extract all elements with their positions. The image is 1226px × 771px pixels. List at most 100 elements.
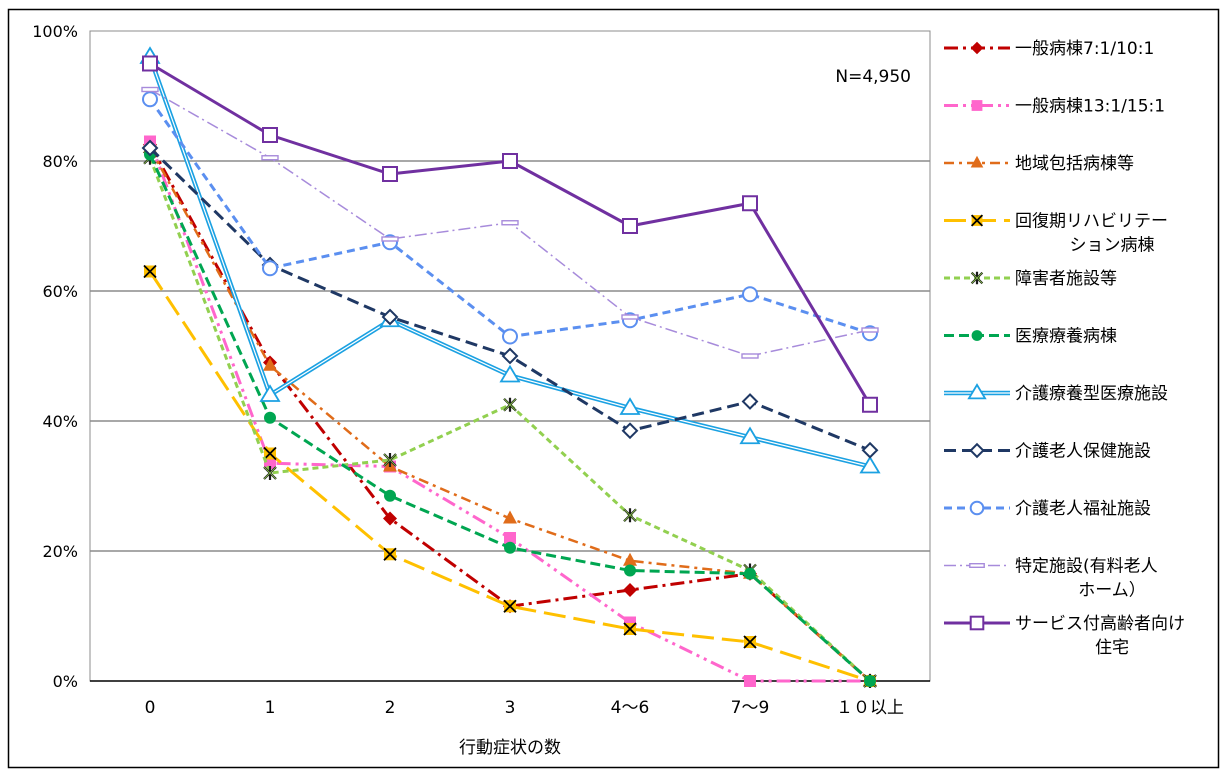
data-point-marker <box>744 675 756 687</box>
data-point-marker <box>261 155 279 161</box>
data-point-marker <box>381 236 399 242</box>
y-tick-label: 0% <box>53 672 78 691</box>
x-axis-title: 行動症状の数 <box>459 738 561 758</box>
data-point-marker <box>739 426 761 445</box>
legend-label-line2: ション病棟 <box>1070 236 1155 256</box>
y-tick-label: 20% <box>42 542 78 561</box>
x-tick-label: １０以上 <box>836 698 904 718</box>
data-point-marker <box>383 547 397 561</box>
data-point-marker <box>263 357 277 371</box>
data-point-marker <box>622 218 638 234</box>
legend-item: 一般病棟13:1/15:1 <box>944 97 1165 117</box>
data-point-marker <box>623 622 637 636</box>
data-point-marker <box>970 214 984 227</box>
data-point-marker <box>502 153 518 169</box>
y-tick-label: 40% <box>42 412 78 431</box>
legend-label-line2: 住宅 <box>1095 638 1129 658</box>
data-point-marker <box>262 127 278 143</box>
data-point-marker <box>744 567 756 580</box>
legend-label: 医療療養病棟 <box>1015 327 1117 347</box>
data-point-marker <box>501 347 519 365</box>
data-point-marker <box>499 364 521 383</box>
y-tick-label: 60% <box>42 282 78 301</box>
sample-size-annotation: N=4,950 <box>835 67 911 87</box>
data-point-marker <box>970 155 984 168</box>
data-point-marker <box>969 500 985 516</box>
series-group <box>139 46 881 474</box>
x-tick-label: 0 <box>145 698 156 718</box>
data-point-marker <box>142 55 158 72</box>
data-point-marker <box>621 422 639 440</box>
legend-item: 一般病棟7:1/10:1 <box>944 39 1154 59</box>
data-point-marker <box>623 552 637 566</box>
y-axis-ticks: 0% 20% 40% 60% 80% 100% <box>32 22 78 691</box>
legend-label: 一般病棟13:1/15:1 <box>1015 97 1165 117</box>
legend-label: 障害者施設等 <box>1015 269 1117 289</box>
data-point-marker <box>503 599 517 613</box>
data-point-marker <box>141 86 159 93</box>
x-axis-ticks: 0 1 2 3 4～6 7～9 １０以上 <box>145 698 904 718</box>
data-point-marker <box>969 442 985 459</box>
x-tick-label: 1 <box>265 698 276 718</box>
legend: 一般病棟7:1/10:1 一般病棟13:1/15:1 地域包括病棟等回復期リハビリテ… <box>944 39 1185 658</box>
data-point-marker <box>971 100 983 111</box>
data-point-marker <box>384 489 396 502</box>
data-point-marker <box>501 220 519 226</box>
data-point-marker <box>262 260 278 277</box>
data-point-marker <box>859 455 881 474</box>
x-tick-label: 4～6 <box>611 698 650 718</box>
data-point-marker <box>504 541 516 554</box>
data-point-marker <box>743 635 757 649</box>
data-point-marker <box>504 532 516 544</box>
x-tick-label: 7～9 <box>731 698 770 718</box>
legend-item: 地域包括病棟等 <box>944 154 1134 174</box>
data-point-marker <box>623 583 637 597</box>
legend-label-line2: ホーム） <box>1078 581 1146 601</box>
data-point-marker <box>502 328 518 345</box>
data-point-marker <box>382 166 398 182</box>
x-tick-label: 2 <box>385 698 396 718</box>
data-point-marker <box>383 453 397 467</box>
legend-label: 回復期リハビリテー <box>1015 212 1168 232</box>
data-point-marker <box>503 397 517 412</box>
series-group <box>144 148 876 687</box>
series-group <box>141 86 879 359</box>
data-point-marker <box>621 314 639 320</box>
data-point-marker <box>263 446 277 461</box>
legend-label: 介護療養型医療施設 <box>1015 384 1168 404</box>
data-point-marker <box>861 327 879 333</box>
data-point-marker <box>624 564 636 577</box>
data-point-marker <box>619 397 641 415</box>
legend-item: 介護老人福祉施設 <box>944 499 1151 519</box>
data-point-marker <box>862 396 878 413</box>
series-lines <box>139 46 881 688</box>
data-point-marker <box>381 308 399 326</box>
legend-label: サービス付高齢者向け <box>1015 614 1185 634</box>
data-point-marker <box>969 615 985 631</box>
legend-label: 一般病棟7:1/10:1 <box>1015 39 1154 59</box>
data-point-marker <box>503 510 517 524</box>
data-point-marker <box>264 457 276 470</box>
data-point-marker <box>969 563 985 569</box>
data-point-marker <box>970 271 984 285</box>
series-group <box>142 55 878 413</box>
data-point-marker <box>967 383 987 400</box>
data-point-marker <box>141 139 159 157</box>
data-point-marker <box>263 466 277 480</box>
data-point-marker <box>142 91 158 108</box>
data-point-marker <box>861 441 879 459</box>
legend-item: 介護療養型医療施設 <box>944 383 1168 404</box>
data-point-marker <box>623 508 637 523</box>
data-point-marker <box>143 264 157 279</box>
legend-item: 介護老人保健施設 <box>944 442 1151 462</box>
legend-label: 特定施設(有料老人 <box>1015 557 1158 577</box>
legend-item: 医療療養病棟 <box>944 327 1117 347</box>
data-point-marker <box>741 393 759 410</box>
legend-label: 地域包括病棟等 <box>1015 154 1134 174</box>
data-point-marker <box>383 511 397 526</box>
